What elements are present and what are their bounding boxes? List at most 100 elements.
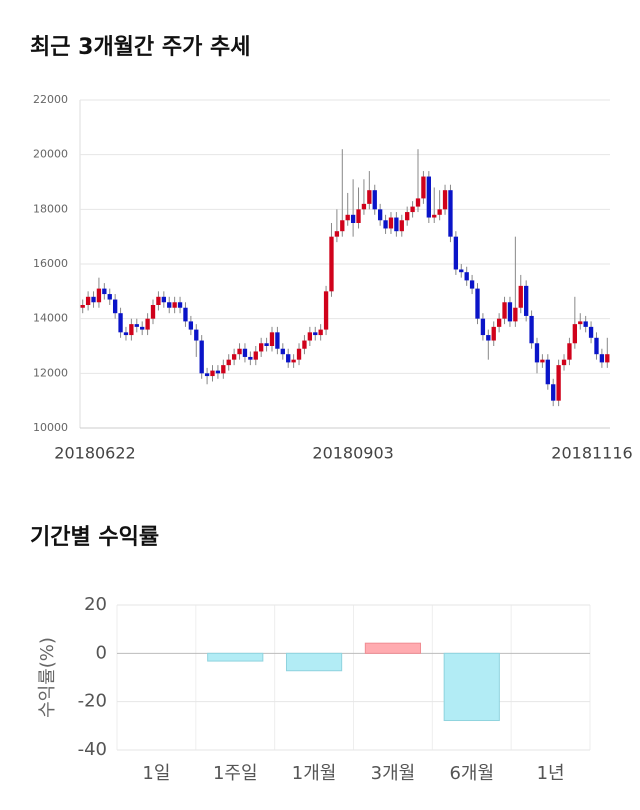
y-tick-label: 20000 [33,148,68,161]
x-tick-label: 1일 [142,763,170,784]
candle-body [410,206,415,213]
candle-body [134,324,139,327]
candle-body [313,332,318,336]
candle-body [199,340,204,374]
candle-body [377,209,383,221]
candle-body [307,332,313,341]
candle-body [572,324,578,344]
candle-body [507,302,513,322]
y-tick-label: 20 [84,594,107,615]
candle-body [296,348,302,360]
candle-body [459,269,464,273]
candle-body [399,220,404,232]
candle-body [167,302,172,308]
candle-body [534,343,540,363]
candle-body [161,296,166,303]
candle-body [318,329,323,336]
candle-body [567,343,572,360]
candle-body [177,302,183,308]
candle-body [350,214,356,223]
candle-body [194,329,199,341]
candle-body [286,354,291,363]
y-tick-label: 18000 [33,202,68,215]
candle-body [91,296,96,303]
y-tick-label: -20 [78,691,107,712]
candle-body [118,313,123,333]
candle-body [215,370,221,374]
candle-body [280,348,285,355]
candle-body [183,307,188,322]
candle-body [231,354,237,360]
candle-body [383,220,388,229]
candle-body [518,285,523,308]
candle-body [372,190,377,210]
candle-body [329,236,334,292]
x-tick-label: 1개월 [292,763,337,784]
candle-body [112,299,118,314]
candle-body [248,356,253,360]
candle-body [302,340,307,349]
chart-title: 기간별 수익률 [30,525,159,550]
bar [364,642,422,654]
bar [207,652,264,662]
candle-body [172,302,177,308]
bar [443,652,500,722]
candle-body [421,176,426,199]
candle-body [556,365,561,401]
candle-body [491,326,496,341]
candle-body [453,236,459,270]
candle-body [388,217,394,229]
y-tick-label: -40 [78,739,107,760]
candle-body [340,220,345,232]
chart-title: 최근 3개월간 주가 추세 [30,35,250,60]
candle-body [361,203,367,210]
candle-body [85,296,91,305]
candle-body [469,280,475,289]
candle-body [140,326,145,330]
candle-body [545,359,550,385]
candle-body [102,288,107,295]
candle-body [486,335,491,341]
candle-body [442,190,448,210]
candle-body [123,332,129,336]
candle-body [480,318,486,336]
y-axis-label: 수익률(%) [37,637,58,718]
candle-body [605,354,610,363]
candle-body [275,332,280,349]
candle-body [529,315,534,344]
candle-body [129,324,134,336]
candle-body [578,321,583,325]
candle-body [96,288,102,303]
candle-body [221,365,226,374]
candle-body [264,343,269,346]
y-tick-label: 14000 [33,312,68,325]
x-tick-label: 1년 [537,763,565,784]
candle-body [356,209,361,223]
candle-body [226,359,231,366]
candle-body [394,217,399,232]
x-tick-label: 20180903 [312,444,393,463]
candle-body [323,291,329,330]
candle-body [426,176,431,218]
candle-body [540,359,545,363]
candle-body [156,296,161,305]
x-tick-label: 6개월 [449,763,494,784]
y-tick-label: 12000 [33,366,68,379]
candle-body [237,348,242,355]
candle-body [448,190,453,237]
candle-body [80,305,85,308]
candle-body [415,198,421,207]
x-tick-label: 20181116 [551,444,632,463]
candle-body [464,272,469,281]
y-tick-label: 10000 [33,421,68,434]
candle-body [524,285,529,316]
y-tick-label: 16000 [33,257,68,270]
candle-body [502,302,507,319]
candle-body [188,321,194,330]
candle-body [253,351,258,360]
candle-body [588,326,594,338]
x-tick-label: 20180622 [54,444,135,463]
candle-body [599,354,605,363]
candle-body [437,209,442,215]
